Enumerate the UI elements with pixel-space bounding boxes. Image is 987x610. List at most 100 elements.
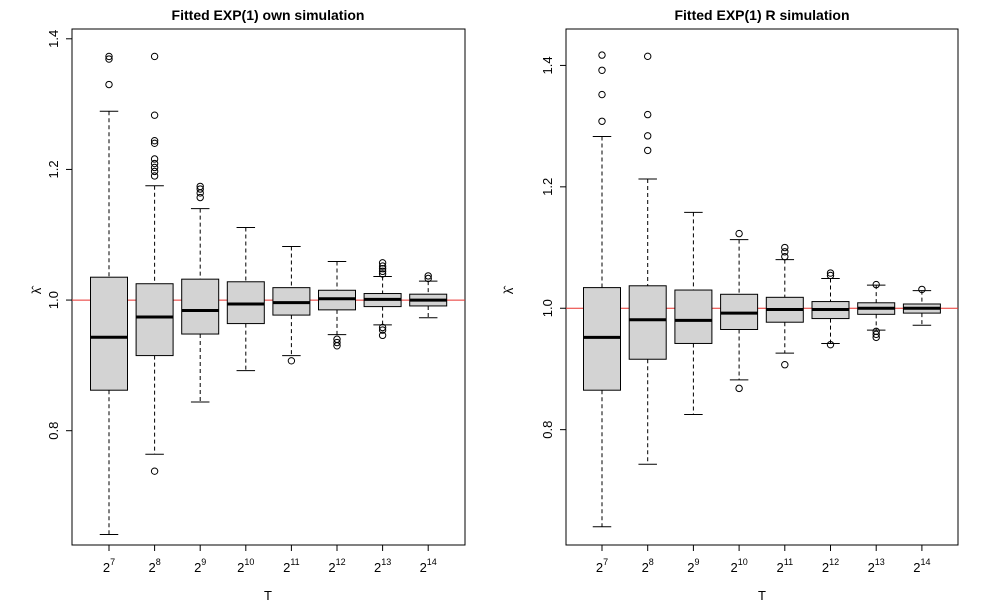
- x-tick-exponent: 14: [427, 557, 437, 567]
- x-tick-base: 2: [868, 560, 875, 575]
- x-tick-exponent: 13: [381, 557, 391, 567]
- iqr-box: [583, 287, 621, 391]
- outlier-point: [781, 243, 789, 252]
- outlier-point: [150, 467, 159, 475]
- outlier-point: [150, 163, 159, 172]
- outlier-point: [105, 52, 113, 61]
- outlier-point: [598, 51, 606, 59]
- x-tick-label: 214: [420, 557, 437, 575]
- x-tick-exponent: 7: [110, 557, 115, 567]
- outlier-point: [872, 280, 880, 289]
- x-tick-base: 2: [596, 560, 603, 575]
- outlier-point: [287, 357, 296, 365]
- right-chart-panel: Fitted EXP(1) R simulation T λ̂ 0.8 1.0 1.…: [501, 7, 959, 603]
- outlier-point: [644, 132, 652, 140]
- outlier-point: [378, 270, 387, 278]
- box-2^13: [857, 280, 896, 342]
- x-tick-exponent: 10: [738, 557, 748, 567]
- outlier-point: [872, 330, 880, 339]
- outlier-point: [378, 331, 387, 340]
- outlier-point: [196, 185, 204, 193]
- x-tick-exponent: 9: [201, 557, 206, 567]
- outlier-point: [378, 267, 387, 276]
- outlier-point: [196, 182, 204, 191]
- x-tick-base: 2: [237, 560, 244, 575]
- outlier-point: [333, 338, 341, 347]
- x-tick-label: 27: [596, 557, 608, 575]
- x-tick-base: 2: [730, 560, 737, 575]
- x-tick-exponent: 8: [156, 557, 161, 567]
- box-2^10: [720, 229, 759, 393]
- outlier-point: [781, 361, 789, 369]
- x-tick-label: 28: [148, 557, 160, 575]
- outlier-point: [378, 323, 387, 332]
- x-tick-label: 214: [913, 557, 930, 575]
- x-axis-label: T: [758, 588, 766, 603]
- x-tick-label: 210: [730, 557, 747, 575]
- iqr-box: [628, 285, 667, 360]
- outlier-point: [598, 117, 606, 125]
- chart-title: Fitted EXP(1) own simulation: [172, 7, 365, 23]
- x-tick-exponent: 10: [244, 557, 254, 567]
- outlier-point: [196, 193, 204, 202]
- outlier-point: [644, 146, 652, 155]
- outlier-point: [150, 111, 159, 119]
- box-2^14: [409, 272, 448, 319]
- outlier-point: [781, 252, 789, 261]
- x-tick-label: 27: [103, 557, 115, 575]
- outlier-point: [781, 248, 789, 256]
- y-tick-label: 1.2: [540, 178, 555, 196]
- y-tick-label: 1.0: [540, 299, 555, 317]
- x-tick-label: 29: [687, 557, 699, 575]
- outlier-point: [826, 269, 835, 277]
- outlier-point: [826, 271, 835, 280]
- outlier-point: [150, 167, 159, 176]
- y-axis-label: λ̂: [29, 285, 44, 295]
- x-tick-base: 2: [103, 560, 110, 575]
- x-tick-base: 2: [194, 560, 201, 575]
- y-tick-label: 1.4: [540, 56, 555, 74]
- x-tick-label: 29: [194, 557, 206, 575]
- outlier-point: [150, 139, 159, 148]
- y-axis-label: λ̂: [501, 285, 516, 295]
- outlier-point: [105, 80, 113, 89]
- iqr-box: [181, 278, 220, 335]
- outlier-point: [598, 90, 606, 99]
- outlier-point: [378, 262, 387, 270]
- x-tick-exponent: 13: [875, 557, 885, 567]
- chart-title: Fitted EXP(1) R simulation: [674, 7, 849, 23]
- outlier-point: [378, 259, 387, 267]
- iqr-box: [135, 283, 174, 357]
- box-2^13: [363, 259, 402, 340]
- outlier-point: [150, 172, 159, 180]
- x-tick-label: 211: [777, 557, 794, 575]
- x-tick-label: 212: [328, 557, 345, 575]
- x-tick-exponent: 12: [829, 557, 839, 567]
- x-tick-label: 212: [822, 557, 839, 575]
- y-tick-label: 0.8: [540, 421, 555, 439]
- left-chart-panel: Fitted EXP(1) own simulation T λ̂ 0.8 1.0…: [29, 7, 466, 603]
- box-2^7: [90, 52, 128, 536]
- outlier-point: [644, 52, 652, 61]
- outlier-point: [150, 136, 159, 145]
- x-tick-label: 28: [642, 557, 654, 575]
- box-2^9: [181, 182, 220, 403]
- x-tick-label: 213: [868, 557, 885, 575]
- outlier-point: [598, 66, 606, 74]
- box-2^14: [902, 285, 941, 326]
- y-tick-label: 0.8: [46, 422, 61, 440]
- x-tick-base: 2: [148, 560, 155, 575]
- x-tick-label: 210: [237, 557, 254, 575]
- x-tick-exponent: 12: [336, 557, 346, 567]
- outlier-point: [150, 159, 159, 168]
- x-axis-label: T: [264, 588, 272, 603]
- x-tick-base: 2: [283, 560, 290, 575]
- y-tick-label: 1.2: [46, 160, 61, 178]
- outlier-point: [333, 335, 341, 343]
- x-tick-exponent: 14: [921, 557, 931, 567]
- box-2^12: [811, 269, 850, 349]
- x-tick-base: 2: [822, 560, 829, 575]
- outlier-point: [378, 265, 387, 273]
- box-2^8: [135, 52, 174, 475]
